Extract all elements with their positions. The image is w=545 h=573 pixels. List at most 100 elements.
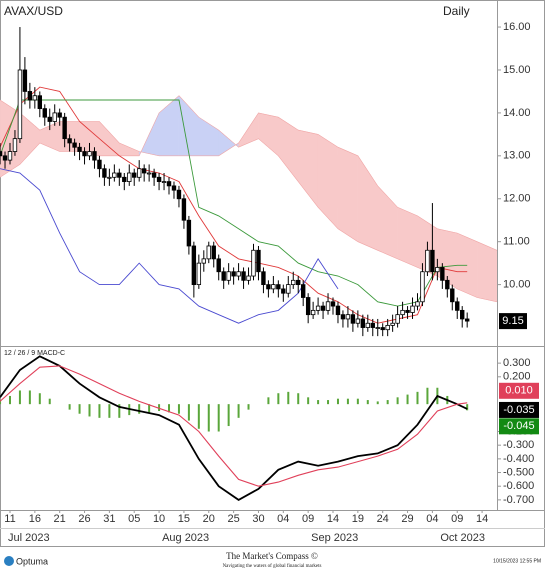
candle-body [236,271,241,277]
candle-body [206,245,211,260]
candle-body [117,172,122,178]
candle-body [435,267,440,273]
candle-body [231,271,236,277]
histogram-bar [277,393,280,405]
x-tick-label: 31 [103,513,115,525]
candle-body [460,309,465,320]
y-tick-label: -0.600 [503,480,534,492]
y-tick-label: 15.00 [503,64,531,76]
candle-body [47,116,52,122]
histogram-bar [237,404,240,418]
x-tick-label: 15 [178,513,190,525]
histogram-bar [148,404,151,413]
histogram-bar [386,400,389,405]
x-tick-label: 30 [252,513,264,525]
candle-body [82,151,87,157]
x-tick-label: 04 [277,513,289,525]
candle-body [390,322,395,326]
histogram-bar [297,393,300,405]
histogram-bar [187,404,190,421]
x-tick-label: 29 [401,513,413,525]
macd-title: 12 / 26 / 9 MACD-C [4,350,65,357]
candle-body [2,155,8,161]
footer [0,548,545,573]
candle-body [405,309,410,313]
y-tick-label: 0.200 [503,371,531,383]
candle-body [291,279,296,286]
histogram-bar [466,404,469,411]
histogram-bar [327,400,330,405]
histogram-bar [317,400,320,405]
histogram-bar [68,404,71,410]
candle-body [176,189,182,200]
candle-body [22,69,28,92]
cloud-fill [397,206,418,268]
brand: Optuma [16,556,48,566]
x-tick-label: 21 [54,513,66,525]
candle-body [97,159,102,170]
histogram-bar [48,398,51,405]
histogram-bar [426,387,429,405]
x-tick-label: 14 [476,513,488,525]
candle-body [226,271,231,281]
histogram-bar [406,394,409,405]
candle-body [17,69,23,140]
x-tick-label: 10 [153,513,165,525]
price-panel [0,27,497,337]
candle-body [246,275,251,281]
candle-body [266,284,271,290]
histogram-bar [168,404,171,413]
histogram-bar [346,398,349,405]
candle-body [425,249,430,273]
last-value-label: 0.010 [505,385,533,397]
month-label: Aug 2023 [162,532,209,544]
candle-body [87,151,92,157]
macd-panel [0,355,469,501]
candle-body [261,271,266,286]
candle-body [385,324,390,331]
candle-body [325,301,331,311]
histogram-bar [287,391,290,405]
footer-tagline: Navigating the waters of global financia… [223,564,322,569]
last-price-box [499,313,527,330]
candle-body [395,314,400,324]
axes: 16.00 15.00 14.00 13.00 12.00 11.00 10.00 9.15 0… [4,21,539,544]
histogram-bar [8,395,11,405]
candle-body [12,138,18,152]
candle-body [330,301,336,307]
candle-body [52,112,57,122]
candle-body [335,305,341,316]
x-tick-label: 11 [4,513,15,525]
candle-body [400,309,405,316]
candle-body [420,271,425,303]
candle-body [300,284,306,298]
candle-body [107,176,112,179]
candle-body [241,271,246,281]
candle-body [196,262,202,286]
candle-body [370,322,375,328]
candle-body [340,314,346,320]
candle-body [375,327,380,329]
candle-body [315,305,321,311]
candle-body [296,279,301,286]
histogram-bar [108,404,111,418]
candle-body [62,116,67,140]
histogram-bar [227,404,230,427]
candle-body [415,301,420,307]
histogram-bar [38,393,41,405]
y-tick-label: 14.00 [503,107,531,119]
histogram-bar [158,404,161,411]
histogram-bar [88,404,91,417]
month-label: Sep 2023 [311,532,358,544]
histogram-bar [376,401,379,405]
candle-body [191,245,197,286]
histogram-bar [207,404,210,432]
month-label: Oct 2023 [440,532,485,544]
candle-body [57,112,62,118]
candle-body [27,91,33,101]
candle-body [310,309,316,316]
last-value-label: -0.045 [503,420,534,432]
candle-body [42,108,47,118]
candle-body [276,284,281,290]
